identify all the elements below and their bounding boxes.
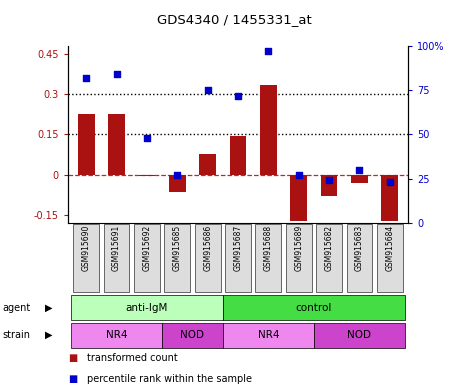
Text: NR4: NR4 — [257, 330, 279, 340]
Point — [386, 179, 393, 185]
Point — [143, 135, 151, 141]
Text: GSM915685: GSM915685 — [173, 225, 182, 271]
Text: ■: ■ — [68, 374, 77, 384]
FancyBboxPatch shape — [162, 323, 223, 348]
Bar — [169, 175, 186, 192]
Text: GSM915690: GSM915690 — [82, 225, 91, 271]
Text: ▶: ▶ — [45, 303, 52, 313]
Text: transformed count: transformed count — [87, 353, 177, 363]
FancyBboxPatch shape — [223, 295, 405, 320]
Text: percentile rank within the sample: percentile rank within the sample — [87, 374, 252, 384]
FancyBboxPatch shape — [223, 323, 314, 348]
Text: GSM915688: GSM915688 — [264, 225, 273, 271]
Point — [325, 177, 333, 184]
FancyBboxPatch shape — [225, 224, 251, 292]
FancyBboxPatch shape — [256, 224, 281, 292]
Text: NOD: NOD — [348, 330, 371, 340]
FancyBboxPatch shape — [314, 323, 405, 348]
FancyBboxPatch shape — [316, 224, 342, 292]
Point — [234, 93, 242, 99]
Bar — [260, 85, 277, 175]
FancyBboxPatch shape — [195, 224, 220, 292]
Text: GSM915689: GSM915689 — [294, 225, 303, 271]
Text: GSM915686: GSM915686 — [203, 225, 212, 271]
FancyBboxPatch shape — [71, 295, 223, 320]
Text: NR4: NR4 — [106, 330, 127, 340]
FancyBboxPatch shape — [104, 224, 129, 292]
Text: ▶: ▶ — [45, 330, 52, 340]
Bar — [139, 175, 155, 176]
Text: GSM915682: GSM915682 — [325, 225, 333, 271]
FancyBboxPatch shape — [134, 224, 160, 292]
FancyBboxPatch shape — [286, 224, 311, 292]
Bar — [290, 175, 307, 222]
Point — [204, 87, 212, 93]
Point — [83, 75, 90, 81]
Bar — [321, 175, 337, 196]
Bar — [351, 175, 368, 182]
Bar — [108, 114, 125, 175]
Text: agent: agent — [2, 303, 30, 313]
Text: GSM915692: GSM915692 — [143, 225, 151, 271]
Point — [295, 172, 303, 178]
Bar — [199, 154, 216, 175]
Text: anti-IgM: anti-IgM — [126, 303, 168, 313]
Text: GDS4340 / 1455331_at: GDS4340 / 1455331_at — [157, 13, 312, 26]
FancyBboxPatch shape — [347, 224, 372, 292]
Bar — [381, 175, 398, 222]
Text: GSM915687: GSM915687 — [234, 225, 242, 271]
FancyBboxPatch shape — [377, 224, 403, 292]
Text: strain: strain — [2, 330, 30, 340]
Point — [265, 48, 272, 55]
Text: GSM915691: GSM915691 — [112, 225, 121, 271]
Text: NOD: NOD — [181, 330, 204, 340]
Text: GSM915684: GSM915684 — [386, 225, 394, 271]
FancyBboxPatch shape — [165, 224, 190, 292]
Text: control: control — [296, 303, 332, 313]
Point — [356, 167, 363, 173]
Text: ■: ■ — [68, 353, 77, 363]
Bar — [78, 114, 95, 175]
Point — [174, 172, 181, 178]
Point — [113, 71, 121, 78]
FancyBboxPatch shape — [71, 323, 162, 348]
Bar — [230, 136, 246, 175]
FancyBboxPatch shape — [73, 224, 99, 292]
Text: GSM915683: GSM915683 — [355, 225, 364, 271]
